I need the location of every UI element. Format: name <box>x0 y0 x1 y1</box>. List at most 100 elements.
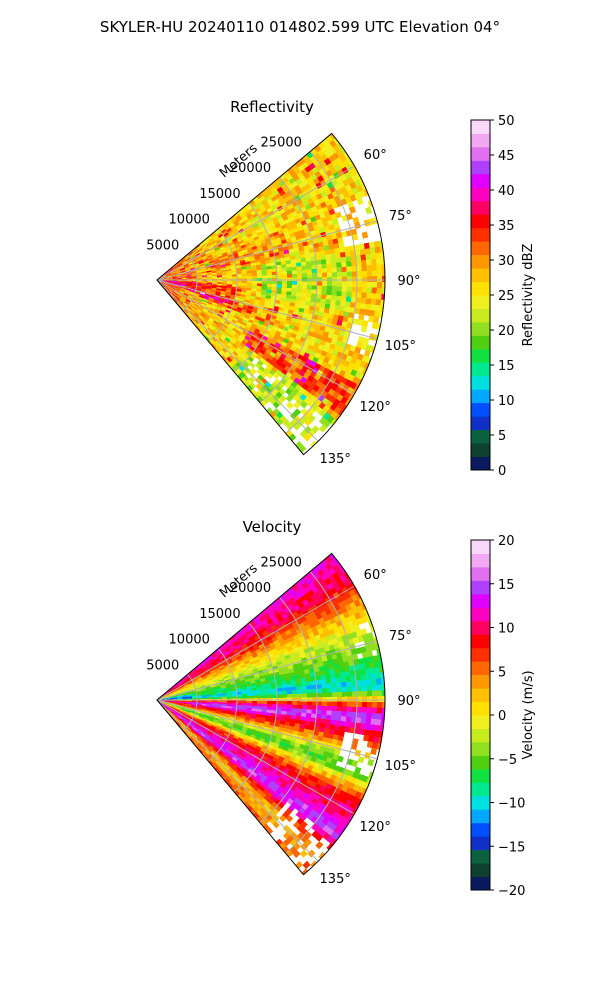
radar-gate <box>186 284 193 286</box>
radar-gate <box>207 310 214 315</box>
radar-gate <box>281 264 287 269</box>
radar-gate <box>278 628 286 635</box>
radar-gate <box>246 275 253 279</box>
radar-gate <box>193 670 199 675</box>
radar-gate <box>220 248 227 253</box>
radar-gate <box>264 204 272 211</box>
radar-gate <box>199 682 205 686</box>
radar-gate <box>194 293 200 297</box>
radar-gate <box>224 358 231 365</box>
radar-gate <box>321 263 327 269</box>
radar-gate <box>247 319 254 324</box>
radar-gate <box>182 295 188 299</box>
radar-gate <box>317 241 324 248</box>
radar-gate <box>312 277 318 282</box>
radar-gate <box>251 290 257 295</box>
radar-gate <box>250 314 256 319</box>
radar-gate <box>358 598 364 606</box>
radar-gate <box>227 649 234 655</box>
radar-gate <box>310 260 317 266</box>
radar-gate <box>355 297 362 304</box>
radar-gate <box>217 302 224 306</box>
radar-gate <box>165 272 171 276</box>
radar-gate <box>295 295 302 301</box>
radar-gate <box>242 369 249 376</box>
radar-gate <box>190 255 196 260</box>
radar-gate <box>271 268 278 273</box>
radar-gate <box>350 297 357 304</box>
radar-gate <box>285 629 292 636</box>
radar-gate <box>316 218 323 225</box>
radar-gate <box>186 258 192 262</box>
radar-gate <box>282 338 290 344</box>
radar-gate <box>210 290 217 294</box>
radar-gate <box>275 258 282 263</box>
radar-gate <box>196 275 203 278</box>
radar-gate <box>285 394 294 403</box>
radar-gate <box>366 679 372 686</box>
radar-gate <box>234 661 240 667</box>
radar-gate <box>189 302 195 308</box>
colorbar-swatch <box>471 133 490 148</box>
radar-gate <box>252 204 260 211</box>
radar-gate <box>283 249 290 255</box>
radar-gate <box>346 286 353 293</box>
radar-gate <box>298 246 305 252</box>
velocity-panel: 60°75°90°105°120°135°5000100001500020000… <box>146 518 536 899</box>
radar-gate <box>233 369 241 377</box>
radar-gate <box>256 193 264 200</box>
radar-gate <box>288 248 295 254</box>
radar-gate <box>199 661 205 666</box>
radar-gate <box>262 343 270 350</box>
radar-gate <box>334 247 341 254</box>
radar-gate <box>175 691 181 694</box>
radar-gate <box>234 241 240 247</box>
radar-gate <box>256 231 263 237</box>
radar-gate <box>252 653 259 659</box>
radar-gate <box>218 225 224 231</box>
azimuth-spoke <box>156 279 319 442</box>
radar-gate <box>296 273 303 278</box>
radar-gate <box>234 348 241 355</box>
radar-gate <box>358 243 366 251</box>
radar-gate <box>176 274 182 277</box>
colorbar-tick-label: 30 <box>498 254 515 269</box>
radar-gate <box>258 340 265 347</box>
radar-gate <box>198 669 204 674</box>
radar-gate <box>226 270 233 274</box>
radar-gate <box>232 343 239 350</box>
radar-gate <box>279 303 285 309</box>
radar-gate <box>209 296 215 300</box>
radar-gate <box>332 314 339 321</box>
radar-gate <box>197 677 203 682</box>
radar-gate <box>255 648 262 654</box>
radar-gate <box>176 276 183 278</box>
radar-gate <box>279 300 286 306</box>
radar-gate <box>336 291 343 297</box>
radar-gate <box>198 259 204 264</box>
radar-gate <box>305 681 312 686</box>
radar-gate <box>336 320 343 327</box>
radar-gate <box>276 274 283 279</box>
radar-gate <box>203 238 209 243</box>
radar-gate <box>191 284 197 287</box>
radar-gate <box>229 360 236 367</box>
radar-gate <box>256 244 263 249</box>
radar-gate <box>265 260 272 264</box>
radar-gate <box>258 195 266 202</box>
radar-gate <box>366 287 373 294</box>
radar-gate <box>286 263 292 268</box>
radar-gate <box>233 325 240 331</box>
radar-gate <box>190 266 196 270</box>
radar-gate <box>289 412 298 420</box>
radar-gate <box>250 201 258 208</box>
radar-gate <box>225 246 231 251</box>
radar-gate <box>364 309 371 316</box>
radar-gate <box>296 262 302 267</box>
radar-gate <box>244 660 251 665</box>
radar-gate <box>221 347 228 354</box>
radar-gate <box>239 371 246 378</box>
radar-gate <box>178 683 184 688</box>
radar-gate <box>196 676 203 680</box>
radar-gate <box>330 678 337 684</box>
